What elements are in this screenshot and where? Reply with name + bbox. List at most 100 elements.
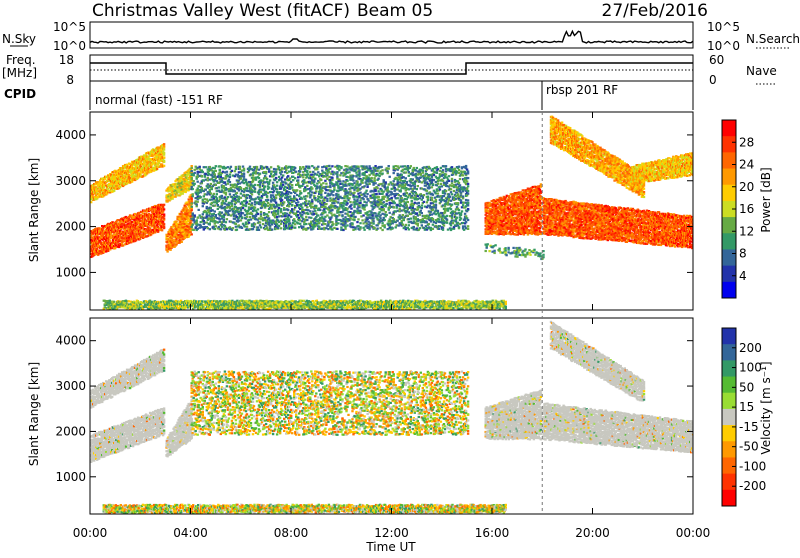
data-cell [339, 183, 341, 185]
data-cell [235, 223, 237, 225]
data-cell [251, 213, 253, 215]
data-cell [384, 226, 386, 228]
data-cell [406, 204, 408, 206]
data-cell [192, 224, 194, 226]
date-label: 27/Feb/2016 [602, 1, 708, 21]
data-cell [397, 197, 399, 199]
data-cell [346, 202, 348, 204]
beam-label: Beam 05 [357, 1, 433, 21]
data-cell [258, 193, 260, 195]
data-cell [191, 200, 193, 202]
data-cell [359, 212, 361, 214]
data-cell [319, 209, 321, 211]
data-cell [229, 181, 231, 183]
data-cell [348, 171, 350, 173]
data-cell [291, 184, 293, 186]
data-cell [432, 183, 434, 185]
data-cell [288, 218, 290, 220]
data-cell [258, 229, 260, 231]
data-cell [222, 200, 224, 202]
data-cell [331, 177, 333, 179]
data-cell [300, 203, 302, 205]
data-cell [407, 196, 409, 198]
data-cell [285, 225, 287, 227]
data-cell [358, 175, 360, 177]
data-cell [401, 197, 403, 199]
data-cell [377, 178, 379, 180]
data-cell [192, 195, 194, 197]
data-cell [191, 233, 193, 235]
data-cell [413, 167, 415, 169]
data-cell [351, 178, 353, 180]
data-cell [205, 166, 207, 168]
data-cell [294, 177, 296, 179]
data-cell [325, 203, 327, 205]
data-cell [374, 182, 376, 184]
data-cell [407, 201, 409, 203]
data-cell [381, 213, 383, 215]
data-cell [280, 173, 282, 175]
data-cell [254, 191, 256, 193]
data-cell [268, 168, 270, 170]
data-cell [293, 218, 295, 220]
data-cell [214, 167, 216, 169]
data-cell [257, 208, 259, 210]
data-cell [221, 195, 223, 197]
data-cell [336, 182, 338, 184]
data-cell [291, 187, 293, 189]
data-cell [385, 181, 387, 183]
cpid-strip: CPID normal (fast) -151 RF rbsp 201 RF [4, 81, 693, 110]
data-cell [191, 226, 193, 228]
data-cell [243, 173, 245, 175]
data-cell [408, 228, 410, 230]
data-cell [305, 223, 307, 225]
data-cell [329, 218, 331, 220]
data-cell [356, 199, 358, 201]
data-cell [435, 207, 437, 209]
data-cell [308, 192, 310, 194]
freq-frame [90, 55, 693, 81]
data-cell [318, 222, 320, 224]
data-cell [322, 182, 324, 184]
data-cell [285, 169, 287, 171]
data-cell [357, 166, 359, 168]
data-cell [209, 228, 211, 230]
data-cell [352, 180, 354, 182]
data-cell [402, 214, 404, 216]
data-cell [346, 180, 348, 182]
data-cell [281, 215, 283, 217]
data-cell [394, 202, 396, 204]
data-cell [225, 221, 227, 223]
data-cell [381, 229, 383, 231]
data-cell [223, 218, 225, 220]
data-cell [315, 212, 317, 214]
data-cell [324, 180, 326, 182]
data-cell [372, 217, 374, 219]
data-cell [421, 224, 423, 226]
data-cell [203, 195, 205, 197]
data-cell [393, 206, 395, 208]
data-cell [435, 199, 437, 201]
data-cell [338, 214, 340, 216]
data-cell [377, 196, 379, 198]
data-cell [422, 218, 424, 220]
nave-label: Nave [746, 64, 777, 78]
data-cell [432, 209, 434, 211]
data-cell [421, 212, 423, 214]
data-cell [299, 185, 301, 187]
data-cell [400, 195, 402, 197]
data-cell [300, 192, 302, 194]
data-cell [371, 214, 373, 216]
data-cell [197, 216, 199, 218]
data-cell [372, 220, 374, 222]
data-cell [113, 190, 115, 192]
data-cell [216, 193, 218, 195]
data-cell [223, 216, 225, 218]
data-cell [400, 185, 402, 187]
data-cell [225, 192, 227, 194]
data-cell [214, 210, 216, 212]
data-cell [348, 197, 350, 199]
data-cell [266, 226, 268, 228]
data-cell [236, 229, 238, 231]
